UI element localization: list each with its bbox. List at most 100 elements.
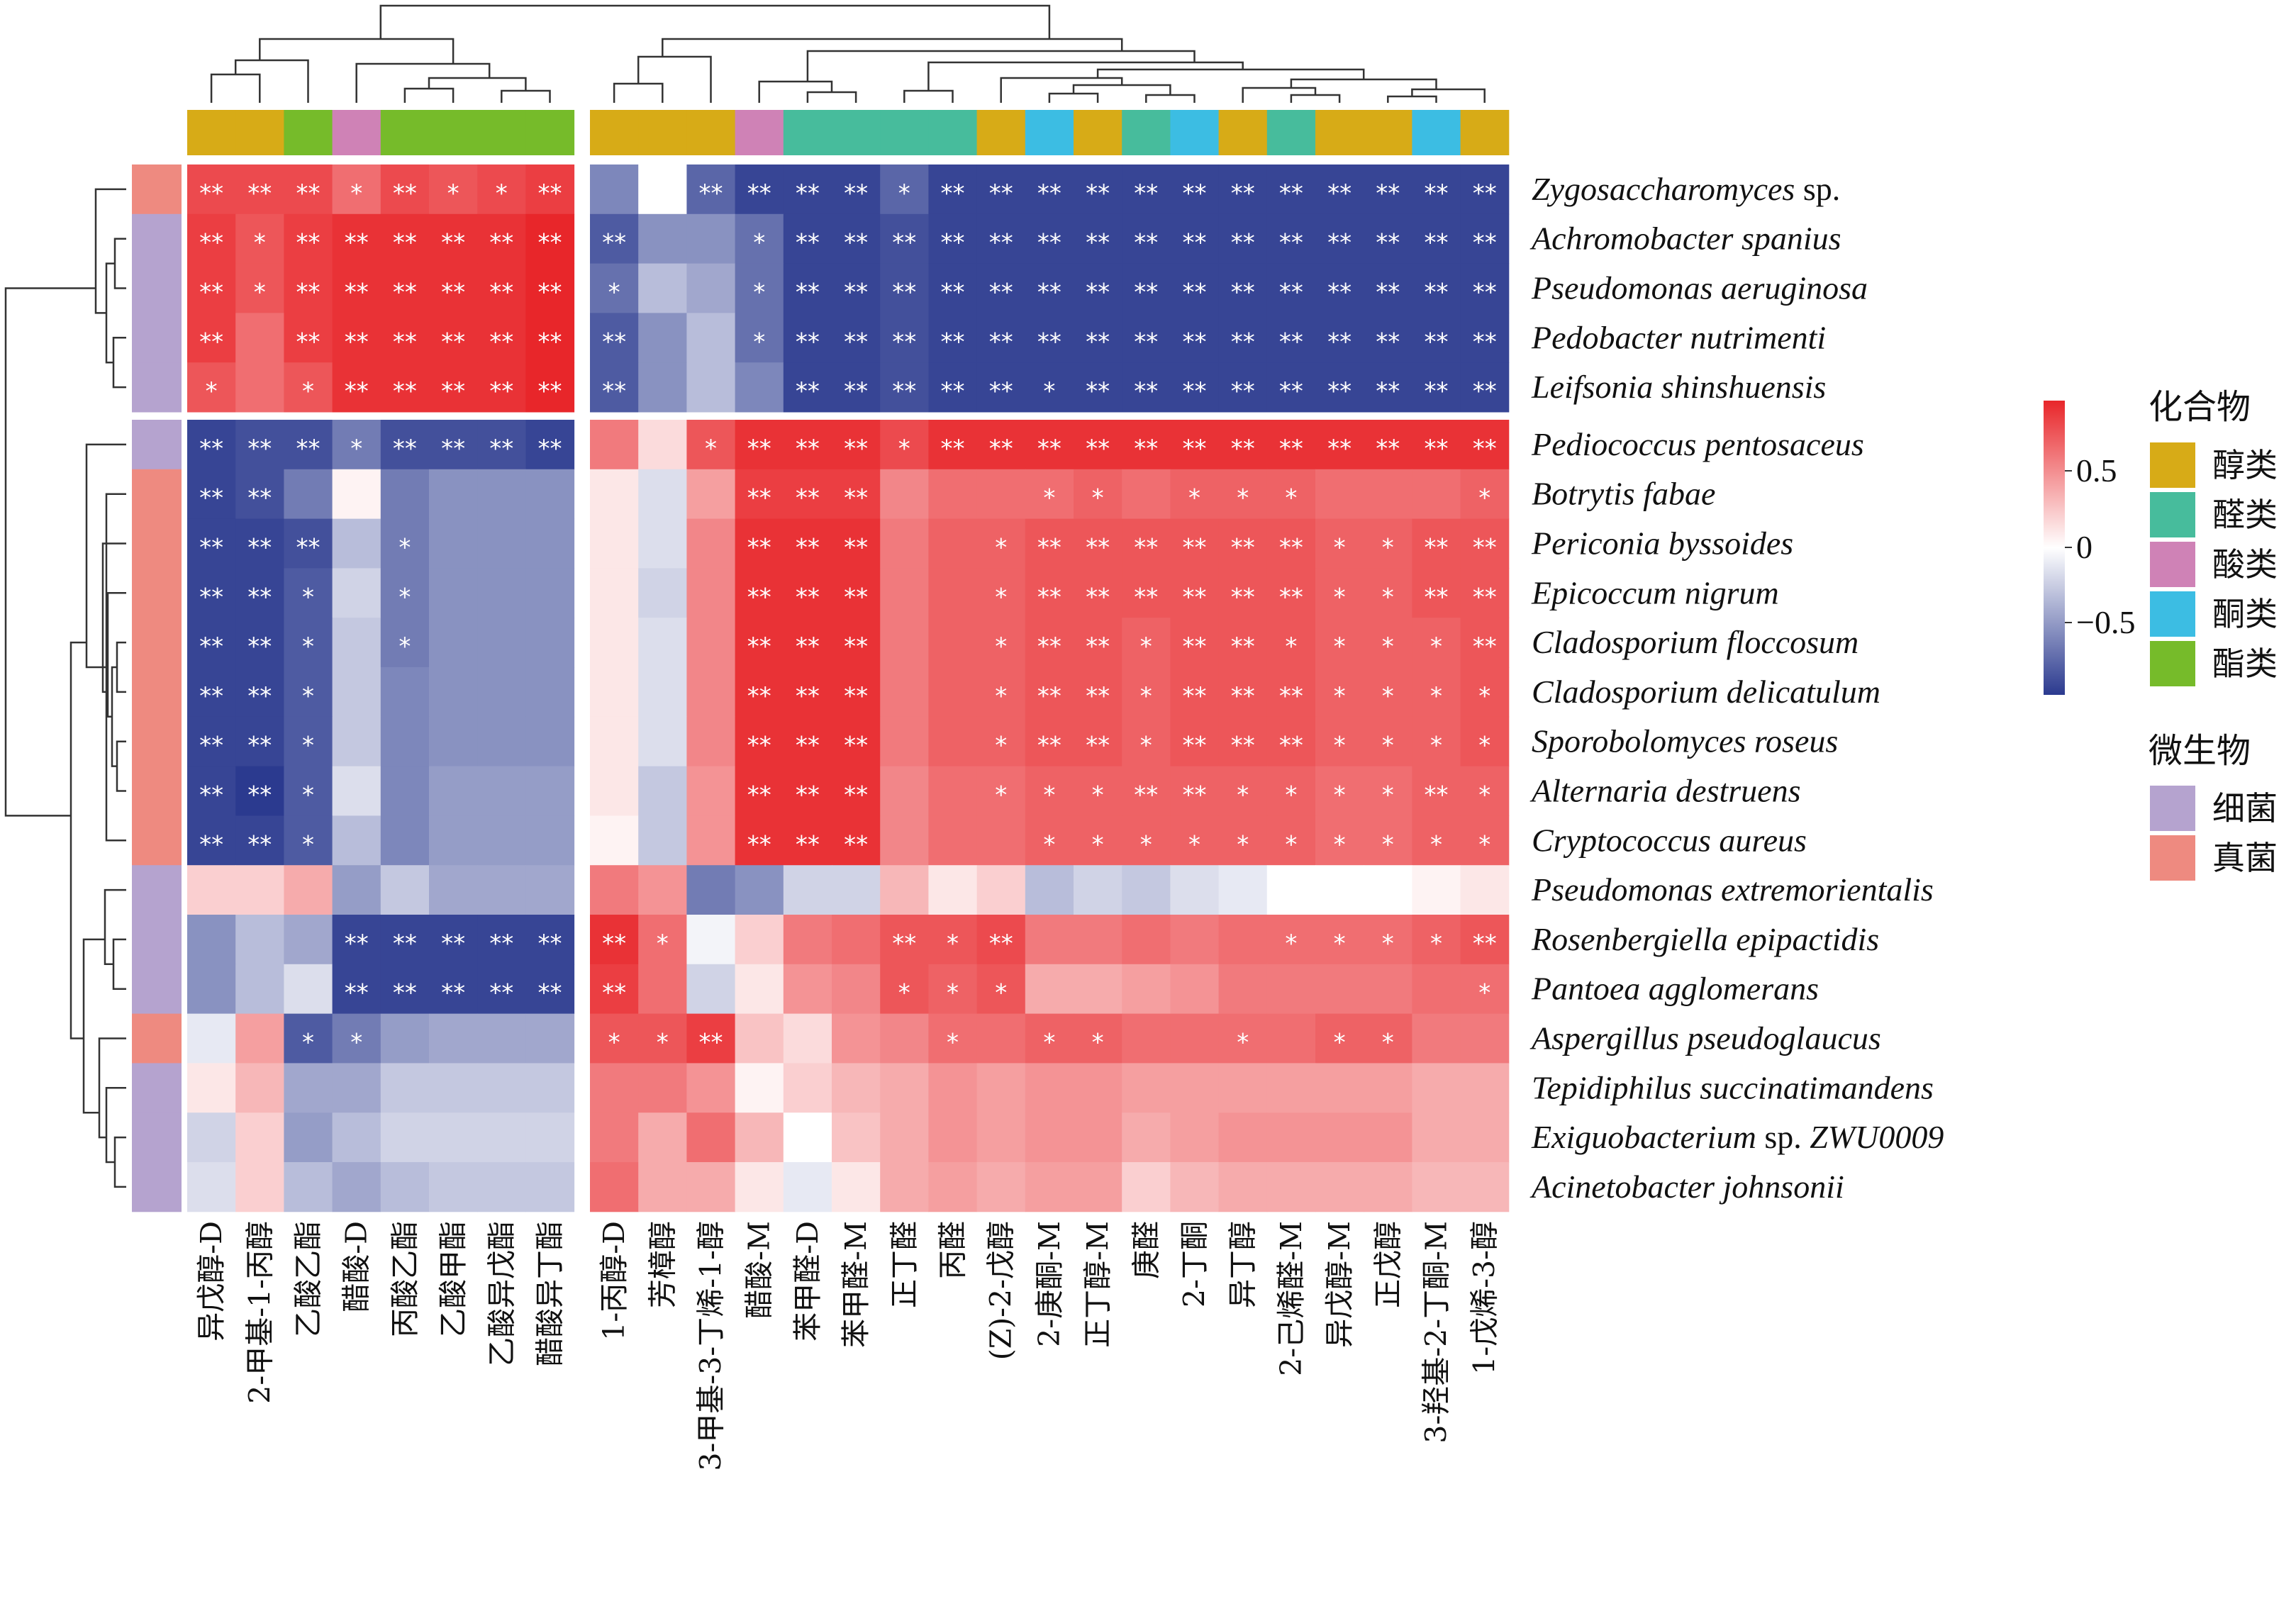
heatmap-cell	[380, 263, 430, 313]
significance-mark: **	[1231, 328, 1255, 356]
significance-mark: **	[602, 377, 626, 406]
heatmap-cell	[1412, 964, 1461, 1015]
column-label: 2-甲基-1-丙醇	[243, 1221, 277, 1404]
heatmap-cell	[429, 469, 478, 520]
column-dendrogram	[210, 4, 1486, 103]
significance-mark: **	[844, 583, 868, 611]
heatmap-cell	[1025, 362, 1074, 413]
significance-mark: **	[199, 229, 223, 257]
heatmap-cell	[284, 667, 333, 718]
heatmap-cell	[928, 1113, 978, 1163]
dendro-link	[637, 55, 712, 103]
heatmap-cell	[187, 766, 236, 816]
significance-mark: **	[796, 583, 820, 611]
row-label: Aspergillus pseudoglaucus	[1529, 1020, 1881, 1056]
heatmap-cell	[284, 865, 333, 915]
heatmap-cell	[1315, 1162, 1364, 1212]
heatmap-cell	[1218, 518, 1268, 569]
heatmap-cell	[332, 964, 381, 1015]
heatmap-cell	[1315, 865, 1364, 915]
heatmap-cell	[477, 164, 526, 215]
row-group-swatch	[132, 164, 182, 215]
heatmap-cell	[1460, 469, 1510, 520]
heatmap-cell	[332, 362, 381, 413]
significance-mark: **	[441, 279, 465, 307]
dendro-link	[113, 238, 126, 289]
heatmap-cell	[928, 815, 978, 866]
significance-mark: *	[1043, 1029, 1055, 1057]
row-label: Achromobacter spanius	[1529, 221, 1841, 257]
heatmap-cell	[686, 1162, 736, 1212]
column-label: 2-己烯醛-M	[1274, 1221, 1308, 1376]
heatmap-cell	[880, 865, 929, 915]
significance-mark: **	[602, 229, 626, 257]
heatmap-cell	[638, 865, 687, 915]
significance-mark: **	[1231, 229, 1255, 257]
significance-mark: *	[947, 930, 959, 958]
significance-mark: **	[796, 830, 820, 859]
heatmap-cell	[880, 313, 929, 363]
significance-mark: **	[747, 534, 771, 562]
heatmap-cell	[1412, 469, 1461, 520]
heatmap-cell	[1170, 1063, 1220, 1113]
heatmap-cell	[928, 964, 978, 1015]
column-label: 1-丙醇-D	[597, 1221, 631, 1341]
significance-mark: **	[1473, 534, 1497, 562]
significance-mark: **	[1473, 435, 1497, 463]
heatmap-cell	[590, 313, 639, 363]
heatmap-cell	[187, 420, 236, 470]
heatmap-cell	[187, 568, 236, 618]
significance-mark: **	[844, 484, 868, 513]
significance-mark: **	[1183, 435, 1207, 463]
significance-mark: **	[1086, 435, 1110, 463]
column-group-annotation	[187, 110, 1510, 155]
legend-swatch	[2150, 786, 2195, 831]
heatmap-cells	[187, 164, 1510, 1212]
heatmap-cell	[1460, 667, 1510, 718]
dendro-link	[1242, 87, 1317, 103]
heatmap-cell	[590, 164, 639, 215]
dendro-link	[4, 287, 96, 817]
significance-mark: **	[1086, 534, 1110, 562]
column-label: 醋酸异丁酯	[533, 1221, 567, 1366]
heatmap-cell	[1315, 469, 1364, 520]
significance-mark: **	[796, 534, 820, 562]
heatmap-cell	[783, 618, 832, 668]
heatmap-cell	[1074, 420, 1122, 470]
significance-mark: **	[199, 830, 223, 859]
heatmap-cell	[1122, 568, 1171, 618]
heatmap-cell	[638, 213, 687, 264]
heatmap-cell	[735, 964, 784, 1015]
heatmap-cell	[429, 815, 478, 866]
significance-mark: **	[1134, 781, 1158, 810]
heatmap-cell	[976, 213, 1026, 264]
significance-mark: **	[489, 328, 513, 356]
significance-mark: *	[1140, 632, 1152, 661]
heatmap-cell	[1170, 1013, 1220, 1064]
significance-mark: **	[538, 377, 562, 406]
heatmap-cell	[1266, 313, 1316, 363]
heatmap-cell	[1266, 964, 1316, 1015]
heatmap-cell	[1074, 865, 1122, 915]
heatmap-cell	[525, 213, 575, 264]
dendro-link	[106, 592, 126, 718]
column-group-swatch	[284, 110, 333, 155]
heatmap-cell	[1266, 263, 1316, 313]
heatmap-cell	[235, 213, 284, 264]
significance-mark: **	[393, 279, 417, 307]
significance-mark: *	[1092, 1029, 1104, 1057]
significance-mark: *	[1285, 781, 1297, 810]
heatmap-cell	[1170, 915, 1220, 965]
significance-mark: *	[1382, 930, 1394, 958]
heatmap-cell	[332, 716, 381, 767]
heatmap-cell	[928, 362, 978, 413]
heatmap-cell	[686, 716, 736, 767]
row-label: Cladosporium delicatulum	[1532, 674, 1880, 710]
significance-mark: **	[989, 930, 1013, 958]
significance-mark: **	[1134, 179, 1158, 208]
legend-compound-title: 化合物	[2149, 387, 2251, 427]
column-group-swatch	[1266, 110, 1316, 155]
significance-mark: **	[1037, 328, 1061, 356]
heatmap-cell	[638, 618, 687, 668]
column-group-swatch	[976, 110, 1026, 155]
